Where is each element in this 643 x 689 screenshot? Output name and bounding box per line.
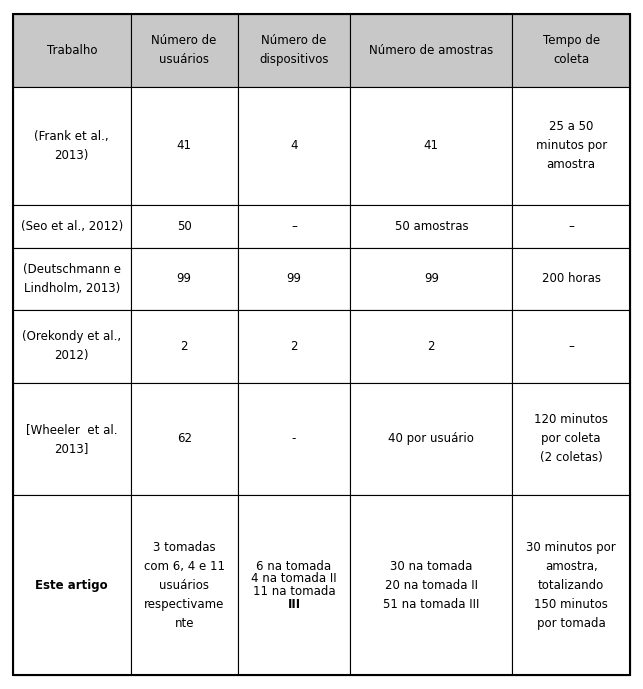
Bar <box>512 383 630 495</box>
Text: (Seo et al., 2012): (Seo et al., 2012) <box>21 220 123 233</box>
Text: 50: 50 <box>177 220 192 233</box>
Bar <box>13 87 131 205</box>
Bar <box>350 87 512 205</box>
Text: 2: 2 <box>181 340 188 353</box>
Text: Tempo de
coleta: Tempo de coleta <box>543 34 600 66</box>
Text: 30 minutos por
amostra,
totalizando
150 minutos
por tomada: 30 minutos por amostra, totalizando 150 … <box>527 541 616 630</box>
Bar <box>13 248 131 309</box>
Text: [Wheeler  et al.
2013]: [Wheeler et al. 2013] <box>26 423 118 455</box>
Text: 40 por usuário: 40 por usuário <box>388 433 475 446</box>
Text: 50 amostras: 50 amostras <box>395 220 468 233</box>
Bar <box>131 14 238 87</box>
Bar <box>350 14 512 87</box>
Bar <box>350 383 512 495</box>
Text: –: – <box>291 220 297 233</box>
Bar <box>238 248 350 309</box>
Text: 11 na tomada: 11 na tomada <box>253 585 336 598</box>
Text: (Deutschmann e
Lindholm, 2013): (Deutschmann e Lindholm, 2013) <box>23 263 121 295</box>
Text: 4: 4 <box>290 139 298 152</box>
Bar <box>238 495 350 675</box>
Bar <box>512 87 630 205</box>
Text: –: – <box>568 220 574 233</box>
Text: -: - <box>292 433 296 446</box>
Text: 62: 62 <box>177 433 192 446</box>
Text: 4 na tomada II: 4 na tomada II <box>251 573 337 586</box>
Text: 200 horas: 200 horas <box>541 272 601 285</box>
Text: Este artigo: Este artigo <box>35 579 108 592</box>
Text: 3 tomadas
com 6, 4 e 11
usuários
respectivame
nte: 3 tomadas com 6, 4 e 11 usuários respect… <box>143 541 224 630</box>
Text: 120 minutos
por coleta
(2 coletas): 120 minutos por coleta (2 coletas) <box>534 413 608 464</box>
Text: 99: 99 <box>177 272 192 285</box>
Bar <box>350 495 512 675</box>
Text: (Orekondy et al.,
2012): (Orekondy et al., 2012) <box>23 330 122 362</box>
Bar <box>512 248 630 309</box>
Text: III: III <box>287 598 300 611</box>
Text: Trabalho: Trabalho <box>46 44 97 56</box>
Bar <box>512 309 630 383</box>
Bar <box>131 87 238 205</box>
Text: Número de amostras: Número de amostras <box>369 44 493 56</box>
Text: 2: 2 <box>428 340 435 353</box>
Bar <box>238 309 350 383</box>
Text: 2: 2 <box>290 340 298 353</box>
Bar <box>131 248 238 309</box>
Bar <box>238 205 350 248</box>
Text: 25 a 50
minutos por
amostra: 25 a 50 minutos por amostra <box>536 121 607 172</box>
Bar <box>350 205 512 248</box>
Bar <box>512 205 630 248</box>
Bar <box>238 383 350 495</box>
Text: (Frank et al.,
2013): (Frank et al., 2013) <box>35 130 109 162</box>
Bar <box>512 14 630 87</box>
Bar <box>238 14 350 87</box>
Bar <box>131 309 238 383</box>
Bar <box>13 205 131 248</box>
Bar <box>512 495 630 675</box>
Bar <box>350 248 512 309</box>
Bar <box>13 309 131 383</box>
Bar <box>13 383 131 495</box>
Bar <box>238 87 350 205</box>
Bar <box>131 495 238 675</box>
Text: 99: 99 <box>424 272 439 285</box>
Bar <box>350 309 512 383</box>
Text: 30 na tomada
20 na tomada II
51 na tomada III: 30 na tomada 20 na tomada II 51 na tomad… <box>383 559 480 610</box>
Text: 99: 99 <box>287 272 302 285</box>
Bar <box>13 14 131 87</box>
Text: Número de
usuários: Número de usuários <box>152 34 217 66</box>
Text: 41: 41 <box>424 139 439 152</box>
Bar <box>13 495 131 675</box>
Text: 6 na tomada: 6 na tomada <box>257 559 332 573</box>
Bar <box>131 205 238 248</box>
Text: –: – <box>568 340 574 353</box>
Bar <box>131 383 238 495</box>
Text: Número de
dispositivos: Número de dispositivos <box>259 34 329 66</box>
Text: 41: 41 <box>177 139 192 152</box>
